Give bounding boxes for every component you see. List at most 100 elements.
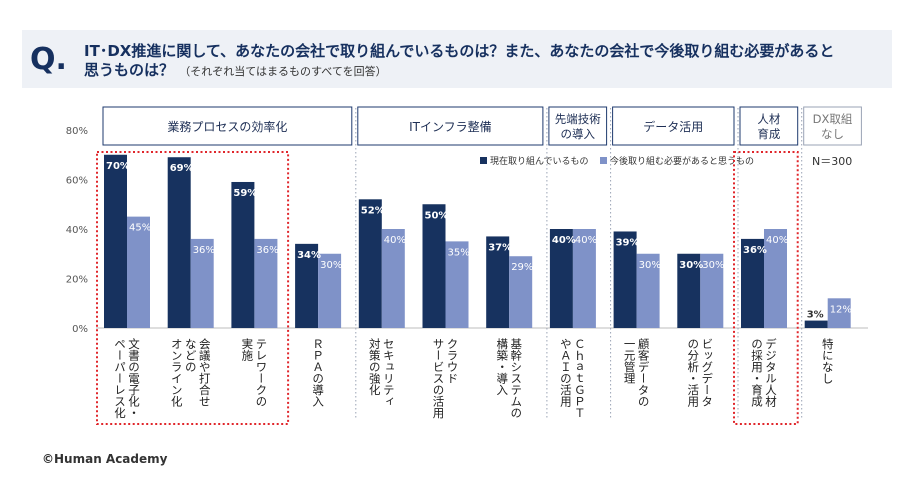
data-label-future: 30% xyxy=(320,260,342,271)
bar-future xyxy=(254,238,278,328)
bar-current xyxy=(486,236,510,328)
group-header-box xyxy=(548,106,608,146)
category-label: の採用・育成 xyxy=(750,338,764,408)
group-header-label: DX取組 xyxy=(813,112,853,126)
category-label: 顧客データの xyxy=(637,337,651,407)
category-label: デジタル人材 xyxy=(764,337,778,407)
category-label: ペーパーレス化 xyxy=(113,338,127,419)
bar-future xyxy=(700,253,724,328)
bar-future xyxy=(127,216,150,328)
highlight-box xyxy=(733,151,799,425)
data-label-future: 36% xyxy=(256,245,278,256)
data-label-future: 29% xyxy=(511,262,533,273)
bar-future xyxy=(381,229,405,328)
group-header-label: 育成 xyxy=(757,127,780,141)
group-header-label: の導入 xyxy=(561,127,596,141)
bar-current xyxy=(422,204,446,328)
bar-current xyxy=(613,231,637,328)
category-label: などの xyxy=(184,338,198,373)
group-header-box xyxy=(739,106,799,146)
group-header-label: なし xyxy=(821,127,844,141)
data-label-current: 3% xyxy=(807,310,824,321)
group-header-label: 業務プロセスの効率化 xyxy=(167,119,287,134)
group-header-label: 人材 xyxy=(757,112,780,126)
data-label-future: 12% xyxy=(830,304,852,315)
data-label-current: 69% xyxy=(170,163,194,174)
data-label-current: 39% xyxy=(616,237,640,248)
group-header-box xyxy=(102,106,353,146)
y-tick-label: 20% xyxy=(66,275,88,286)
category-label: 一元管理 xyxy=(623,338,637,384)
category-label: ＣｈａｔＧＰＴ xyxy=(573,338,587,419)
data-label-future: 35% xyxy=(448,247,470,258)
bar-current xyxy=(231,181,255,328)
bar-current xyxy=(804,320,828,328)
data-label-current: 40% xyxy=(552,235,576,246)
category-label: 実施 xyxy=(240,337,254,362)
data-label-future: 40% xyxy=(384,235,406,246)
y-tick-label: 40% xyxy=(66,225,88,236)
bar-current xyxy=(741,238,764,328)
category-label: 会議や打合せ xyxy=(198,338,212,407)
data-label-current: 52% xyxy=(361,205,385,216)
y-tick-label: 0% xyxy=(72,324,88,335)
data-label-future: 40% xyxy=(575,235,597,246)
category-label: 基幹システムの xyxy=(509,338,523,419)
group-header-label: ITインフラ整備 xyxy=(409,119,492,134)
bar-current xyxy=(549,229,573,328)
group-header-box xyxy=(357,106,544,146)
bar-future xyxy=(445,241,469,328)
category-label: やＡＩの活用 xyxy=(559,338,573,408)
copyright: ©Human Academy xyxy=(42,452,168,466)
category-label: クラウド xyxy=(446,338,460,384)
bar-current xyxy=(167,157,191,328)
category-label: 対策の強化 xyxy=(368,337,382,396)
data-label-future: 45% xyxy=(129,223,151,234)
legend-swatch-future xyxy=(600,157,607,164)
bar-future xyxy=(190,238,214,328)
group-header-label: データ活用 xyxy=(643,119,703,134)
bar-future xyxy=(509,256,533,328)
category-label: セキュリティ xyxy=(382,338,396,407)
data-label-future: 30% xyxy=(702,260,724,271)
data-label-current: 34% xyxy=(297,250,321,261)
bar-future xyxy=(636,253,660,328)
question-text: IT･DX推進に関して、あなたの会社で取り組んでいるものは？また、あなたの会社で… xyxy=(84,42,884,81)
data-label-current: 37% xyxy=(488,242,512,253)
group-header-label: 先端技術 xyxy=(555,112,601,126)
data-label-current: 59% xyxy=(233,188,257,199)
category-label: 文書の電子化・ xyxy=(127,337,141,418)
data-label-current: 70% xyxy=(106,161,130,172)
category-label: サービスの活用 xyxy=(432,338,446,419)
bar-current xyxy=(358,199,382,328)
bar-current xyxy=(295,243,319,328)
category-label: テレワークの xyxy=(254,338,268,407)
data-label-current: 30% xyxy=(679,260,703,271)
category-label: 特になし xyxy=(821,337,835,384)
category-label: の分析・活用 xyxy=(686,338,700,408)
bar-future xyxy=(572,229,596,328)
y-tick-label: 80% xyxy=(66,126,88,137)
legend-label-current: 現在取り組んでいるもの xyxy=(490,155,589,167)
category-label: ビッグデータ xyxy=(700,338,714,407)
highlight-box xyxy=(96,151,290,425)
bar-future xyxy=(827,298,851,328)
bar-future xyxy=(764,229,787,328)
bar-future xyxy=(318,253,342,328)
legend-label-future: 今後取り組む必要があると思うもの xyxy=(610,155,754,167)
data-label-future: 36% xyxy=(193,245,215,256)
group-header-box xyxy=(612,106,735,146)
category-label: 構築・導入 xyxy=(495,338,509,396)
y-tick-label: 60% xyxy=(66,176,88,187)
category-label: ＲＰＡの導入 xyxy=(311,338,325,407)
category-label: オンライン化 xyxy=(170,338,184,408)
data-label-current: 36% xyxy=(743,245,767,256)
question-line-1: IT･DX推進に関して、あなたの会社で取り組んでいるものは？また、あなたの会社で… xyxy=(84,42,835,60)
question-line-2-text: 思うものは？ xyxy=(84,61,175,79)
question-mark: Q. xyxy=(30,42,67,77)
data-label-future: 30% xyxy=(639,260,661,271)
question-note: （それぞれ当てはまるものすべてを回答） xyxy=(179,65,387,78)
question-line-2: 思うものは？ （それぞれ当てはまるものすべてを回答） xyxy=(84,61,884,81)
